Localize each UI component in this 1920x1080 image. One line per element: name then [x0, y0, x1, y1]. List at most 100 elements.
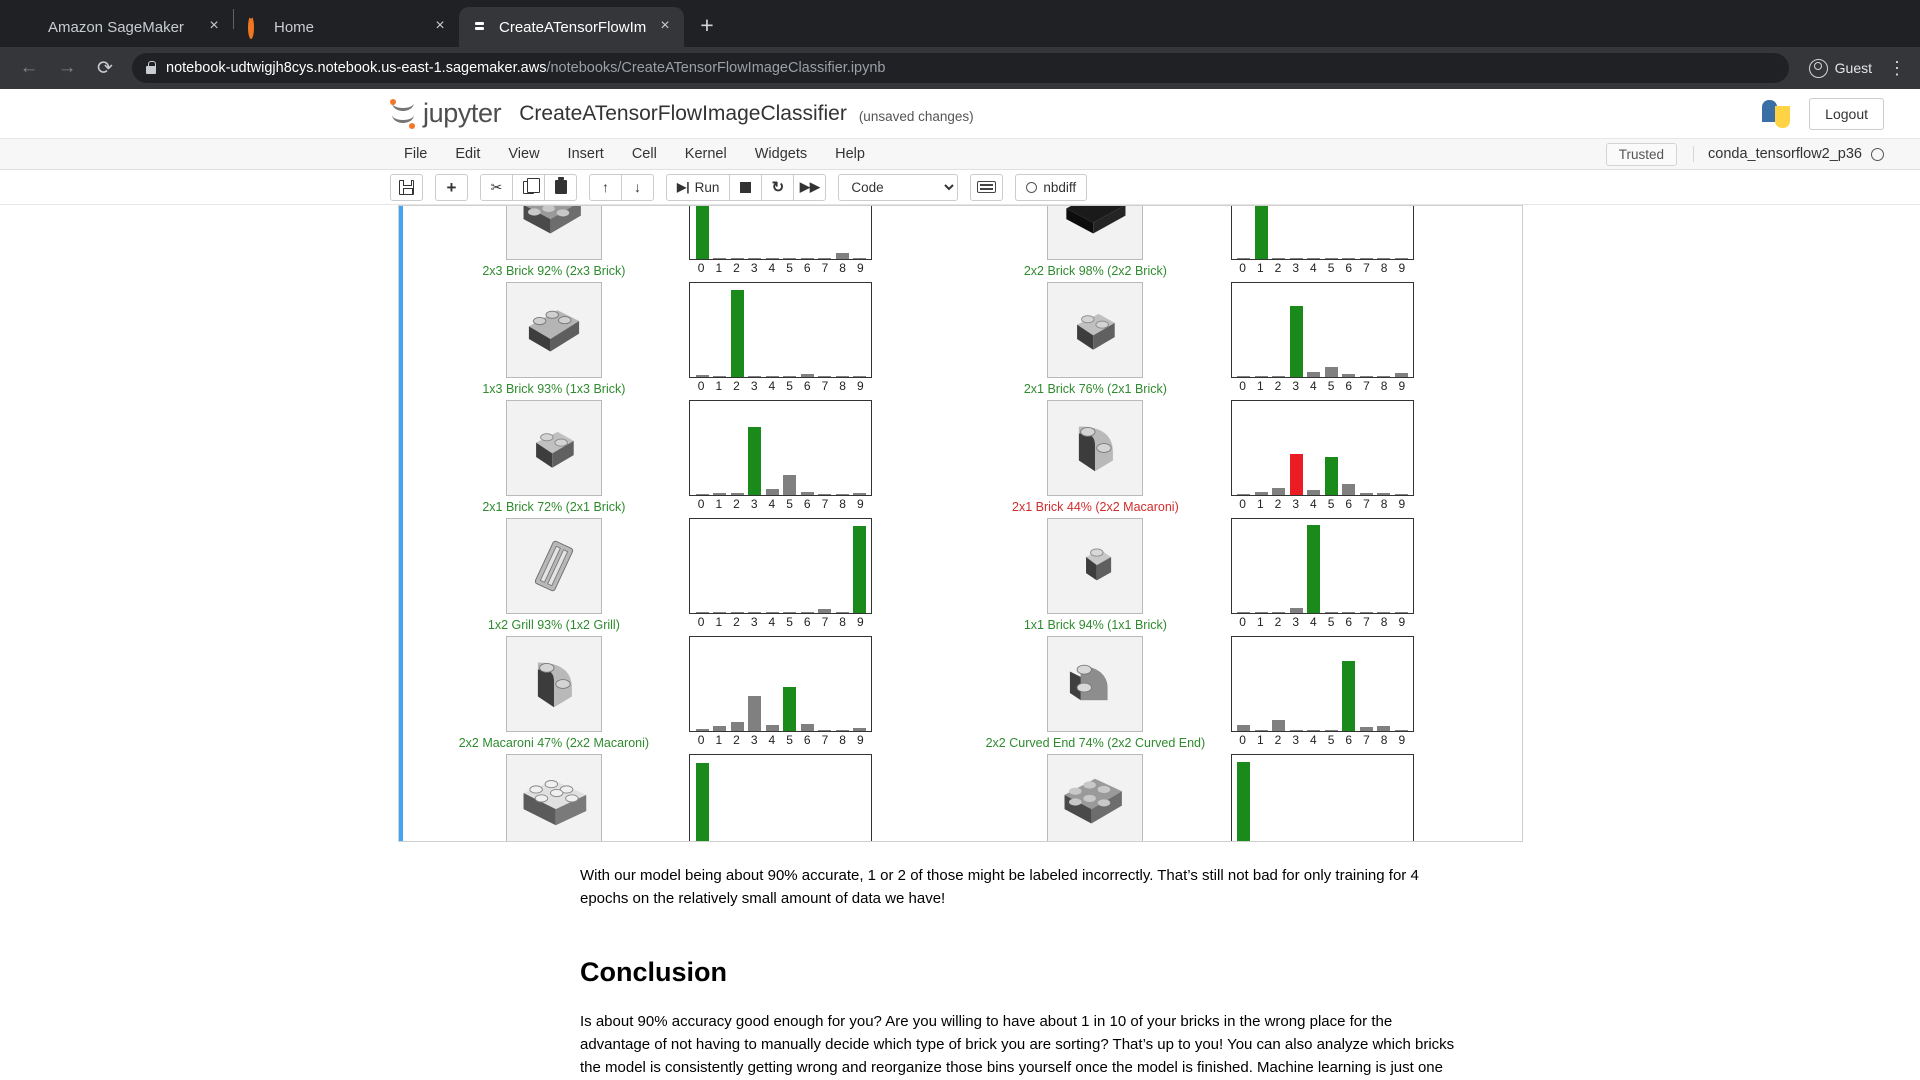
- interrupt-button[interactable]: [729, 173, 763, 201]
- x-tick-label: 2: [1274, 261, 1282, 275]
- histogram-bar: [1289, 608, 1303, 613]
- kernel-indicator[interactable]: conda_tensorflow2_p36: [1693, 146, 1884, 162]
- brick-thumbnail-cell: 2x3 Brick 92% (2x3 Brick): [419, 206, 690, 278]
- x-tick-label: 3: [1292, 497, 1299, 511]
- restart-kernel-button[interactable]: ↻: [761, 173, 795, 201]
- notebook-title[interactable]: CreateATensorFlowImageClassifier: [519, 101, 847, 125]
- cut-button[interactable]: ✂: [480, 173, 513, 201]
- forward-icon[interactable]: →: [57, 57, 77, 78]
- histogram-axes: [689, 400, 873, 496]
- new-tab-button[interactable]: +: [700, 12, 714, 38]
- x-tick-label: 3: [1292, 615, 1299, 629]
- histogram-bar: [800, 612, 814, 613]
- notebook-scroll-area[interactable]: 2x3 Brick 92% (2x3 Brick) 0 1 2 3 4 5 6 7 8 9 2x2 B…: [0, 205, 1920, 1080]
- command-palette-button[interactable]: [970, 173, 1004, 201]
- x-tick-label: 9: [856, 379, 864, 393]
- histogram-bar: [1272, 376, 1285, 377]
- x-tick-label: 4: [768, 261, 776, 275]
- histogram-bar: [1342, 258, 1355, 259]
- omnibox-bar: ← → ⟳ notebook-udtwigjh8cys.notebook.us-…: [0, 47, 1920, 89]
- browser-tab-home[interactable]: Home ×: [234, 7, 459, 47]
- x-tick-label: 0: [697, 497, 705, 511]
- x-tick-label: 2: [733, 733, 740, 747]
- menu-widgets[interactable]: Widgets: [754, 145, 808, 162]
- close-icon[interactable]: ×: [209, 17, 219, 34]
- code-cell-output[interactable]: 2x3 Brick 92% (2x3 Brick) 0 1 2 3 4 5 6 7 8 9 2x2 B…: [397, 205, 1523, 842]
- close-icon[interactable]: ×: [660, 17, 670, 34]
- copy-button[interactable]: [512, 173, 545, 201]
- toolbar-group-insert: +: [435, 173, 468, 201]
- x-tick-label: 7: [821, 733, 829, 747]
- move-down-button[interactable]: ↓: [621, 173, 654, 201]
- x-tick-label: 6: [803, 261, 811, 275]
- restart-run-all-button[interactable]: ▶▶: [793, 173, 827, 201]
- address-bar[interactable]: notebook-udtwigjh8cys.notebook.us-east-1…: [132, 53, 1789, 83]
- cell-type-select[interactable]: CodeMarkdownRaw NBConvertHeading: [838, 173, 959, 201]
- histogram-bar: [835, 376, 849, 377]
- url-path: /notebooks/CreateATensorFlowImageClassif…: [546, 60, 886, 76]
- close-icon[interactable]: ×: [435, 17, 445, 34]
- nbdiff-button[interactable]: nbdiff: [1015, 173, 1088, 201]
- browser-menu-icon[interactable]: ⋮: [1888, 57, 1906, 78]
- histogram-bar: [1342, 612, 1355, 613]
- histogram-axes: [1230, 518, 1414, 614]
- menu-insert[interactable]: Insert: [567, 145, 604, 162]
- brick-image: [505, 754, 602, 841]
- histogram-bar: [713, 376, 726, 377]
- menu-kernel[interactable]: Kernel: [684, 145, 727, 162]
- x-tick-label: 9: [856, 615, 864, 629]
- logout-button[interactable]: Logout: [1809, 97, 1884, 130]
- histogram-bar: [1237, 612, 1250, 613]
- x-tick-label: 7: [821, 497, 829, 511]
- back-icon[interactable]: ←: [19, 57, 39, 78]
- profile-button[interactable]: Guest: [1799, 52, 1882, 84]
- browser-tab-sagemaker[interactable]: Amazon SageMaker ×: [8, 7, 233, 47]
- histogram-bar: [695, 762, 709, 841]
- run-button[interactable]: ▶| Run: [666, 173, 731, 201]
- histogram-bar: [730, 493, 744, 495]
- histogram-bar: [1289, 258, 1303, 259]
- x-tick-label: 9: [856, 733, 864, 747]
- x-tick-label: 8: [1380, 379, 1388, 393]
- menu-edit[interactable]: Edit: [455, 145, 481, 162]
- x-tick-label: 3: [750, 733, 758, 747]
- histogram-bar: [713, 726, 726, 731]
- prediction-label: 2x3 Brick 92% (2x3 Brick): [482, 264, 626, 278]
- x-tick-label: 0: [1239, 379, 1246, 393]
- jupyter-logo[interactable]: jupyter: [390, 98, 502, 129]
- histogram-bar: [695, 494, 709, 495]
- paste-button[interactable]: [544, 173, 577, 201]
- brick-image: [505, 206, 602, 260]
- menu-file[interactable]: File: [404, 145, 428, 162]
- brick-image: [505, 518, 602, 614]
- prediction-label: 1x3 Brick 93% (1x3 Brick): [482, 382, 626, 396]
- brick-image: [1047, 518, 1144, 614]
- prediction-label: 2x1 Brick 76% (2x1 Brick): [1023, 382, 1167, 396]
- brick-thumbnail-cell: 1x3 Brick 93% (1x3 Brick): [419, 278, 690, 396]
- insert-cell-button[interactable]: +: [435, 173, 468, 201]
- histogram-bar: [1307, 372, 1320, 377]
- x-tick-label: 3: [750, 615, 758, 629]
- x-tick-label: 7: [821, 379, 829, 393]
- histogram-bar: [1394, 730, 1408, 731]
- brick-image: [1047, 636, 1144, 732]
- browser-tab-notebook[interactable]: CreateATensorFlowImageClass ×: [459, 7, 684, 47]
- histogram-bar: [1377, 612, 1390, 613]
- restart-icon: ↻: [771, 179, 785, 196]
- x-tick-label: 1: [715, 379, 723, 393]
- menu-cell[interactable]: Cell: [631, 145, 657, 162]
- trusted-badge[interactable]: Trusted: [1605, 142, 1678, 166]
- url-host: notebook-udtwigjh8cys.notebook.us-east-1…: [166, 60, 547, 76]
- menu-help[interactable]: Help: [835, 145, 865, 162]
- histogram-bar: [1324, 612, 1338, 613]
- move-up-button[interactable]: ↑: [589, 173, 622, 201]
- x-tick-label: 5: [1327, 497, 1335, 511]
- histogram-bar: [818, 258, 831, 259]
- menu-view[interactable]: View: [508, 145, 540, 162]
- python-logo-icon: [1761, 99, 1791, 129]
- save-button[interactable]: [390, 173, 423, 201]
- histogram-bar: [835, 253, 849, 259]
- reload-icon[interactable]: ⟳: [97, 57, 113, 79]
- x-tick-label: 7: [821, 261, 829, 275]
